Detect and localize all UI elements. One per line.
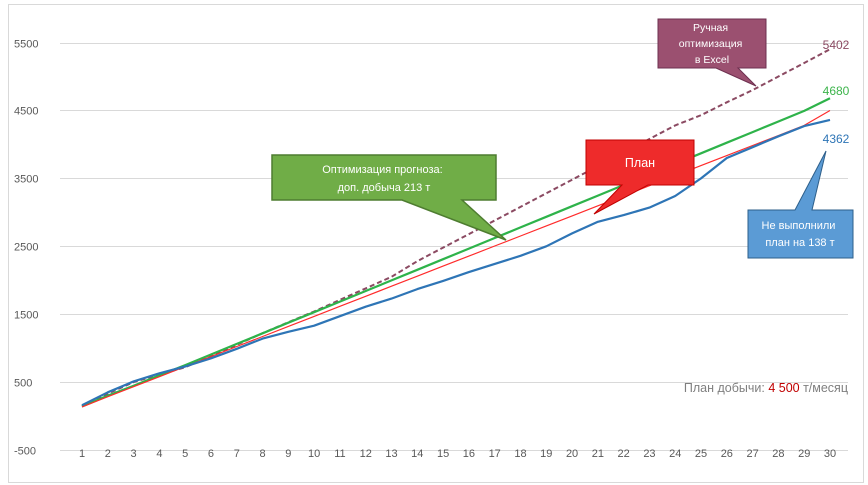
x-tick-label-6: 7 bbox=[234, 448, 240, 460]
x-tick-label-29: 30 bbox=[824, 448, 836, 460]
series-line-plan bbox=[81, 109, 831, 408]
x-tick-label-9: 10 bbox=[308, 448, 320, 460]
callout-optimization-text: Оптимизация прогноза: доп. добыча 213 т bbox=[322, 164, 446, 194]
callout-optimization-line-1: Оптимизация прогноза: bbox=[322, 164, 443, 176]
x-tick-label-7: 8 bbox=[259, 448, 265, 460]
y-tick-label-3: 2500 bbox=[14, 242, 38, 254]
plan-note: План добычи: 4 500 т/месяц bbox=[684, 381, 848, 395]
callout-manual-line-3: в Excel bbox=[695, 54, 729, 66]
callout-plan: План bbox=[585, 139, 695, 215]
x-tick-label-5: 6 bbox=[208, 448, 214, 460]
y-tick-label-6: 5500 bbox=[14, 39, 38, 51]
y-tick-label-1: 500 bbox=[14, 378, 32, 390]
x-tick-label-21: 22 bbox=[618, 448, 630, 460]
x-tick-label-0: 1 bbox=[79, 448, 85, 460]
x-tick-label-22: 23 bbox=[643, 448, 655, 460]
callout-plan-line-1: План bbox=[625, 156, 655, 170]
end-label-1: 4680 bbox=[823, 84, 850, 98]
end-labels: 5402 4680 4362 bbox=[823, 38, 850, 146]
series-line-optimized bbox=[81, 97, 831, 408]
x-tick-label-13: 14 bbox=[411, 448, 423, 460]
series-lines bbox=[81, 48, 831, 408]
y-tick-label-5: 4500 bbox=[14, 106, 38, 118]
x-tick-label-3: 4 bbox=[156, 448, 162, 460]
x-tick-label-4: 5 bbox=[182, 448, 188, 460]
x-tick-label-11: 12 bbox=[360, 448, 372, 460]
series-line-actual bbox=[81, 118, 831, 407]
y-tick-label-0: -500 bbox=[14, 446, 36, 458]
callout-manual-text: Ручная оптимизация в Excel bbox=[679, 22, 745, 66]
y-tick-label-4: 3500 bbox=[14, 174, 38, 186]
x-tick-label-27: 28 bbox=[772, 448, 784, 460]
callout-plan-shape bbox=[585, 139, 695, 215]
callout-optimization-line-2: доп. добыча 213 т bbox=[338, 182, 431, 194]
end-label-0: 5402 bbox=[823, 38, 850, 52]
callout-manual-line-2: оптимизация bbox=[679, 38, 743, 50]
x-tick-label-24: 25 bbox=[695, 448, 707, 460]
x-tick-label-10: 11 bbox=[334, 448, 345, 460]
x-tick-label-16: 17 bbox=[489, 448, 501, 460]
callout-missed-plan-shape bbox=[747, 150, 854, 259]
end-label-2: 4362 bbox=[823, 132, 850, 146]
x-tick-label-17: 18 bbox=[514, 448, 526, 460]
callout-manual-line-1: Ручная bbox=[693, 22, 728, 34]
x-tick-label-28: 29 bbox=[798, 448, 810, 460]
series-line-manual bbox=[81, 48, 831, 407]
x-tick-label-12: 13 bbox=[385, 448, 397, 460]
callout-missed-plan-line-1: Не выполнили bbox=[762, 220, 836, 232]
x-tick-label-14: 15 bbox=[437, 448, 449, 460]
callout-optimization: Оптимизация прогноза: доп. добыча 213 т bbox=[271, 154, 507, 241]
plan-note-prefix: План добычи: bbox=[684, 381, 768, 395]
x-tick-label-15: 16 bbox=[463, 448, 475, 460]
x-tick-label-18: 19 bbox=[540, 448, 552, 460]
callout-missed-plan: Не выполнили план на 138 т bbox=[747, 150, 854, 259]
x-tick-label-23: 24 bbox=[669, 448, 681, 460]
x-tick-label-2: 3 bbox=[131, 448, 137, 460]
x-axis-ticks: 1 2 3 4 5 6 7 8 9 10 11 12 13 14 15 16 17 18 19 20 21 22 23 24 2… bbox=[79, 448, 836, 460]
callout-plan-text: План bbox=[625, 156, 655, 170]
x-tick-label-1: 2 bbox=[105, 448, 111, 460]
chart-frame bbox=[8, 4, 864, 483]
x-tick-label-25: 26 bbox=[721, 448, 733, 460]
y-tick-label-2: 1500 bbox=[14, 310, 38, 322]
x-tick-label-19: 20 bbox=[566, 448, 578, 460]
x-tick-label-20: 21 bbox=[592, 448, 604, 460]
plan-note-value: 4 500 bbox=[768, 381, 799, 395]
x-tick-label-26: 27 bbox=[746, 448, 758, 460]
x-tick-label-8: 9 bbox=[285, 448, 291, 460]
callout-manual: Ручная оптимизация в Excel bbox=[657, 18, 767, 87]
callout-manual-shape bbox=[657, 18, 767, 87]
plan-note-suffix: т/месяц bbox=[800, 381, 848, 395]
callout-optimization-shape bbox=[271, 154, 507, 241]
y-axis-ticks: -500 500 1500 2500 3500 4500 5500 bbox=[14, 39, 38, 458]
callout-missed-plan-text: Не выполнили план на 138 т bbox=[762, 220, 839, 249]
callout-missed-plan-line-2: план на 138 т bbox=[765, 237, 834, 249]
